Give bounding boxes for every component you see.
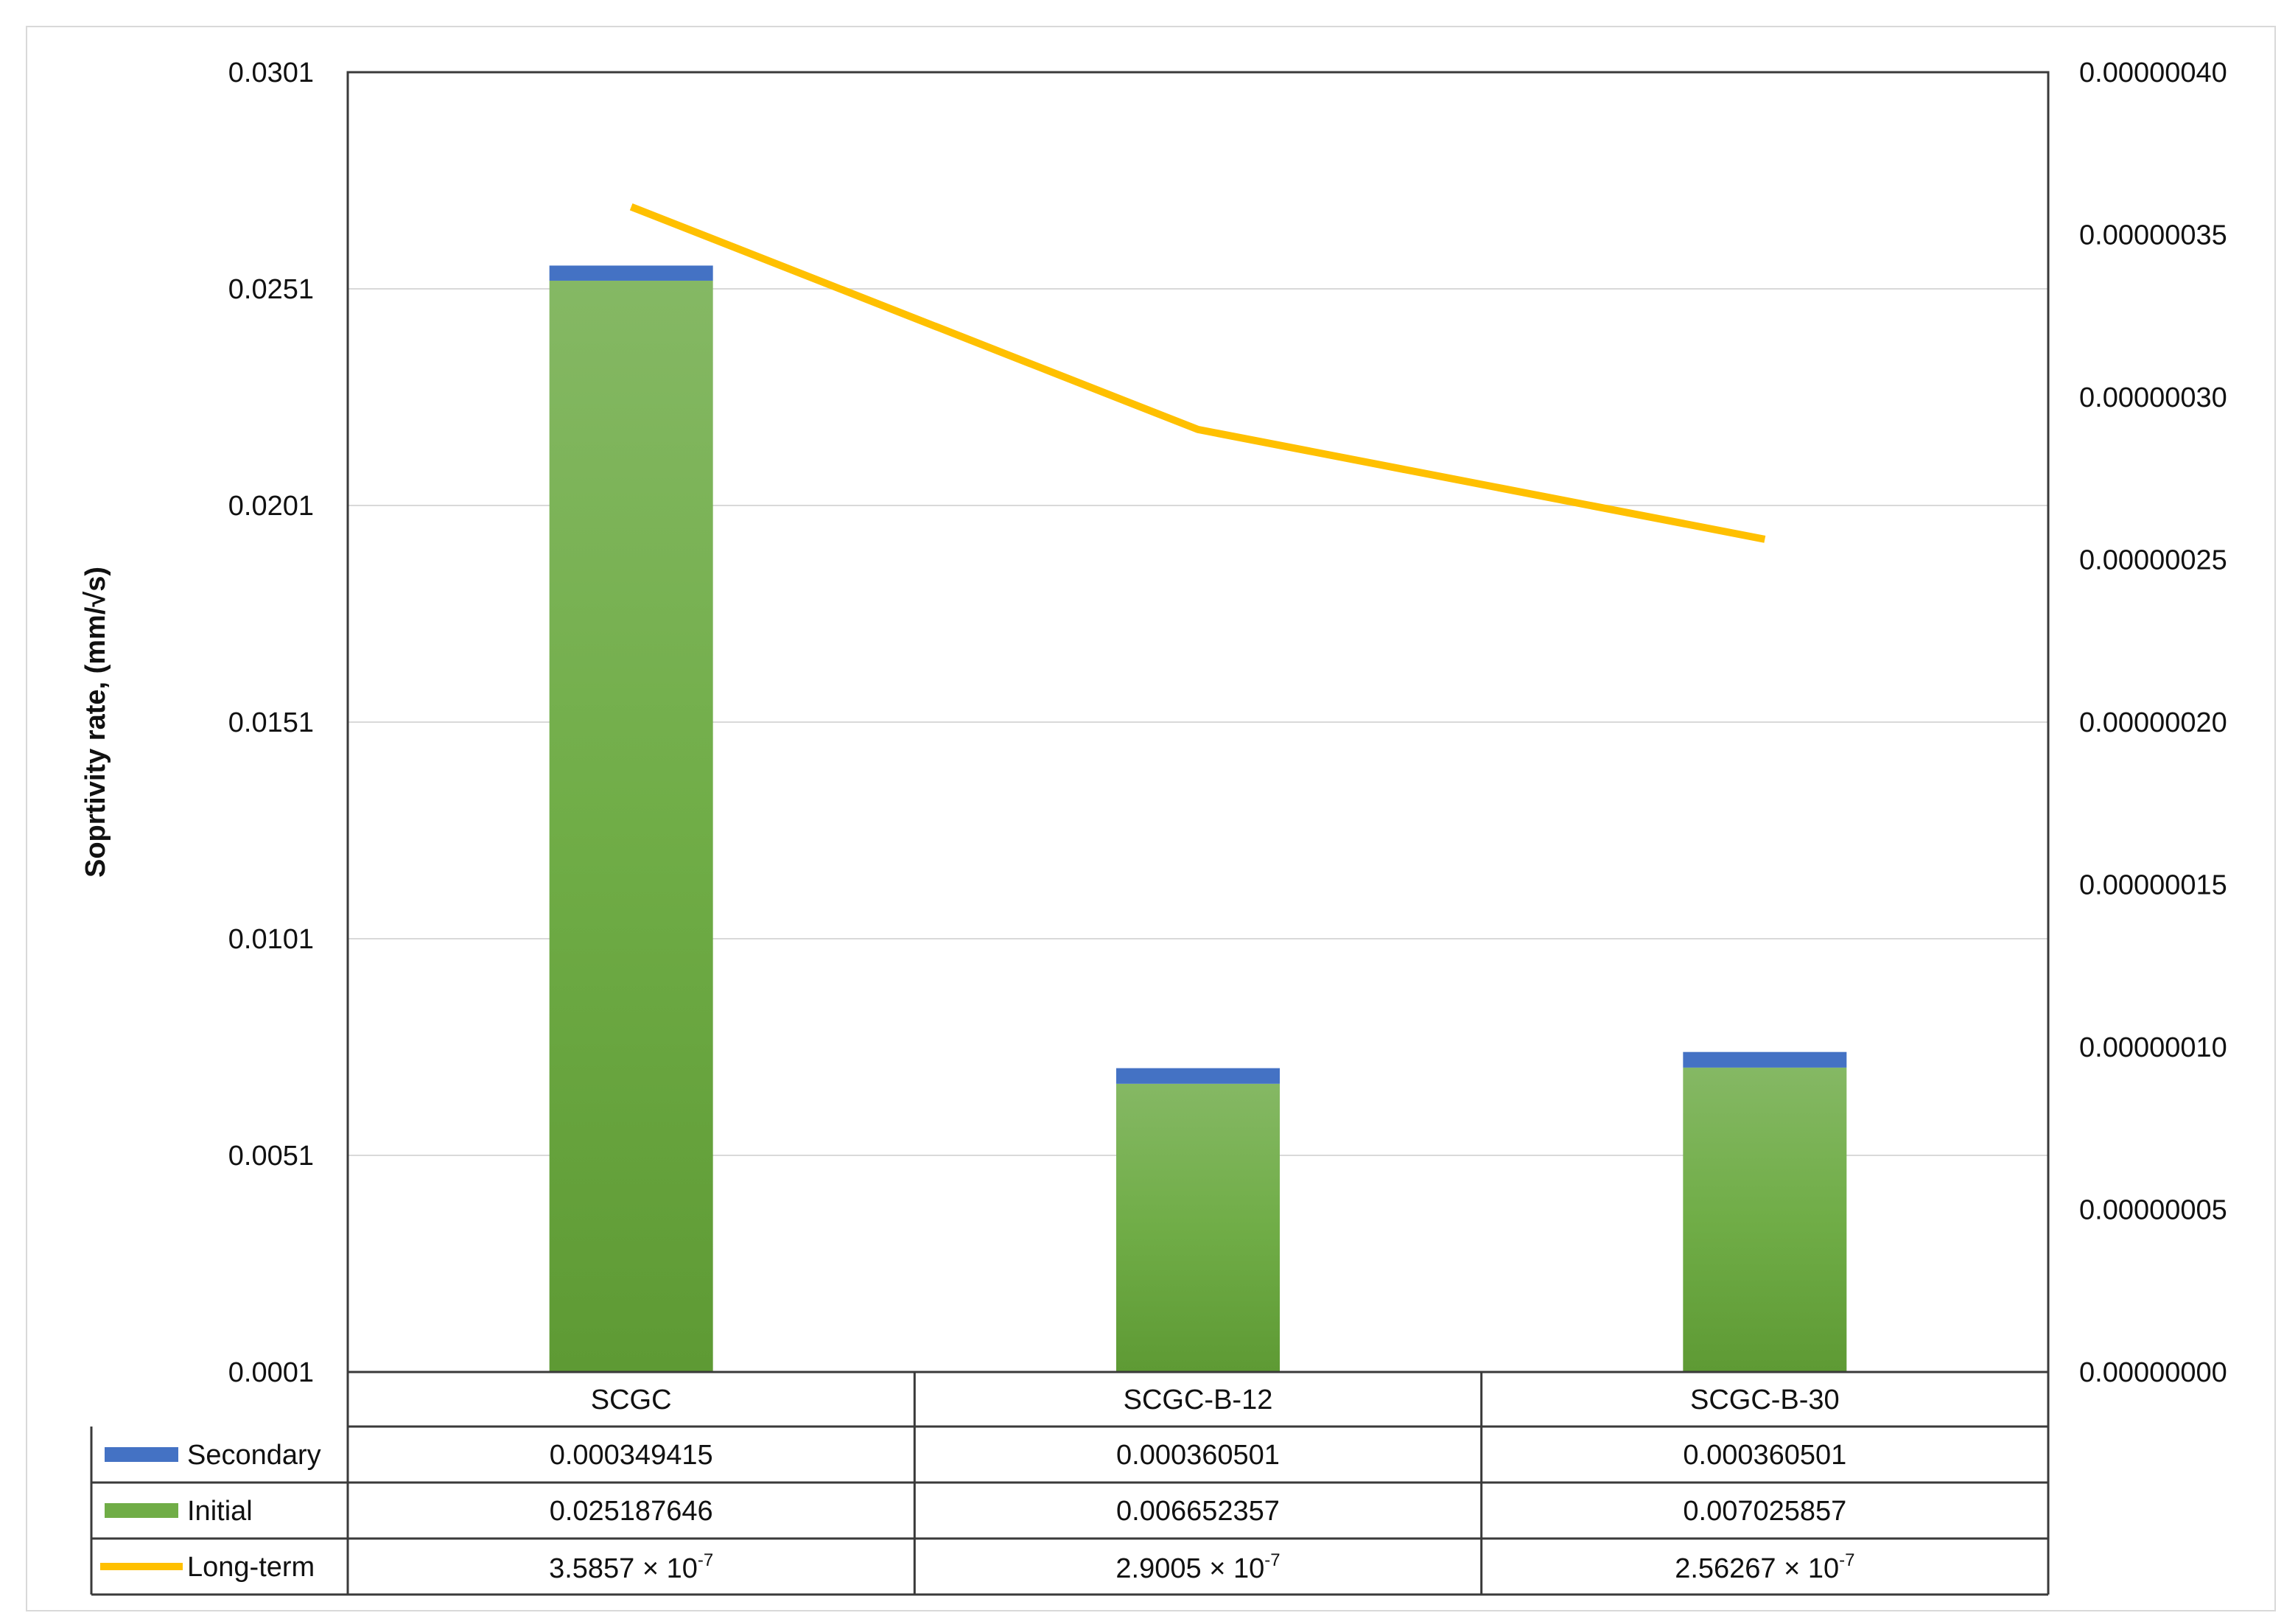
legend-label-initial: Initial [187,1496,253,1527]
bar-initial [549,280,713,1372]
y2-tick-label: 0.00000025 [2079,545,2227,576]
y-tick-label: 0.0001 [228,1357,314,1388]
legend-key-initial [105,1503,178,1518]
y2-tick-label: 0.00000030 [2079,382,2227,413]
bar-initial [1683,1067,1847,1372]
x-tick-label: SCGC-B-12 [1124,1385,1273,1415]
y-tick-label: 0.0051 [228,1141,314,1172]
y2-tick-label: 0.00000040 [2079,57,2227,88]
x-tick-label: SCGC-B-30 [1690,1385,1840,1415]
line-long-term [629,203,1766,543]
data-label: 0.000349415 [550,1440,713,1471]
legend-key-secondary [105,1447,178,1462]
legend-label-long-term: Long-term [187,1552,315,1583]
x-tick-label: SCGC [591,1385,672,1415]
data-label: 0.000360501 [1683,1440,1846,1471]
data-label: 0.006652357 [1116,1496,1280,1527]
bar-secondary [1683,1051,1847,1068]
y2-tick-label: 0.00000035 [2079,220,2227,251]
data-label: 2.9005 × 10-7 [1115,1550,1280,1584]
bar-initial [1116,1083,1280,1372]
y2-tick-label: 0.00000010 [2079,1032,2227,1063]
data-label: 0.000360501 [1116,1440,1280,1471]
plot-area-frame [346,71,2050,1373]
legend-label-secondary: Secondary [187,1440,321,1471]
data-label: 3.5857 × 10-7 [549,1550,713,1584]
data-label: 2.56267 × 10-7 [1675,1550,1854,1584]
y2-tick-label: 0.00000000 [2079,1357,2227,1388]
bar-secondary [549,265,713,281]
y2-tick-label: 0.00000020 [2079,707,2227,738]
y-tick-label: 0.0301 [228,57,314,88]
y-tick-label: 0.0201 [228,491,314,522]
data-label: 0.007025857 [1683,1496,1846,1527]
y-axis-title: Soprtivity rate, (mm/√s) [80,567,111,878]
y2-tick-label: 0.00000005 [2079,1195,2227,1226]
bar-secondary [1116,1068,1280,1084]
y-tick-label: 0.0151 [228,707,314,738]
y-tick-label: 0.0251 [228,274,314,305]
data-label: 0.025187646 [550,1496,713,1527]
chart-border [26,26,2276,1611]
y-tick-label: 0.0101 [228,924,314,955]
y2-tick-label: 0.00000015 [2079,870,2227,901]
